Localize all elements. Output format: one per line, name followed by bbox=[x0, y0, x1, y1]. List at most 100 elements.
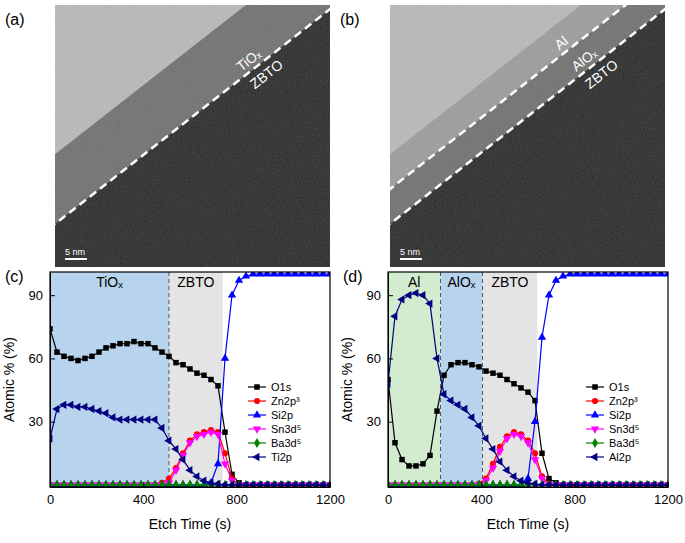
legend-label: Ti2p bbox=[271, 451, 292, 463]
series-marker bbox=[283, 481, 290, 487]
layer-region bbox=[483, 272, 538, 487]
legend-label: Sn3d⁵ bbox=[609, 423, 639, 435]
x-tick: 800 bbox=[564, 482, 586, 507]
layer-lines bbox=[390, 5, 665, 267]
legend-label: Al2p bbox=[609, 451, 631, 463]
series-marker bbox=[138, 480, 144, 487]
y-tick: 30 bbox=[367, 414, 393, 429]
layer-stack bbox=[55, 5, 330, 267]
layer-region bbox=[388, 272, 441, 487]
series-marker bbox=[523, 479, 530, 487]
layer-label: ZBTO bbox=[582, 56, 621, 92]
series-line bbox=[388, 293, 668, 485]
interface-line bbox=[55, 5, 330, 267]
series-marker bbox=[448, 480, 454, 487]
series-marker bbox=[392, 440, 397, 445]
series-marker bbox=[518, 385, 523, 390]
series-marker bbox=[180, 480, 186, 487]
panel-label: (d) bbox=[343, 268, 363, 285]
series-marker bbox=[61, 354, 66, 359]
series-line bbox=[50, 274, 330, 485]
series-marker bbox=[297, 481, 304, 487]
series bbox=[50, 430, 330, 487]
legend-marker bbox=[253, 427, 261, 434]
y-tick: 60 bbox=[29, 351, 55, 366]
y-tick-label: 90 bbox=[367, 288, 381, 303]
series-marker bbox=[108, 413, 115, 421]
legend-item: O1s bbox=[586, 381, 630, 393]
legend-label: Si2p bbox=[271, 409, 293, 421]
series-marker bbox=[413, 463, 418, 468]
series-marker bbox=[124, 341, 129, 346]
legend-item: Si2p bbox=[586, 409, 631, 421]
series-marker bbox=[579, 481, 586, 487]
series-marker bbox=[82, 356, 87, 361]
image-grain bbox=[390, 5, 665, 267]
series-marker bbox=[124, 480, 130, 487]
series-marker bbox=[476, 480, 482, 487]
chart-panel: 04008001200306090Etch Time (s)Atomic % (… bbox=[339, 268, 683, 532]
series-marker bbox=[263, 272, 271, 277]
series bbox=[388, 272, 668, 487]
scale-bar-label: 5 nm bbox=[65, 247, 85, 257]
layer-band bbox=[390, 5, 665, 267]
image-background bbox=[390, 5, 665, 267]
series-marker bbox=[490, 480, 496, 487]
x-axis-line bbox=[51, 487, 331, 488]
series bbox=[388, 432, 668, 487]
series-marker bbox=[572, 481, 579, 487]
series-marker bbox=[131, 480, 137, 487]
series-marker bbox=[145, 341, 150, 346]
series-marker bbox=[635, 481, 642, 487]
plot-area bbox=[50, 272, 330, 487]
series-marker bbox=[193, 434, 201, 441]
series bbox=[388, 360, 668, 487]
series-marker bbox=[495, 458, 502, 466]
region-label: ZBTO bbox=[491, 274, 528, 290]
x-tick: 800 bbox=[226, 482, 248, 507]
legend-marker bbox=[254, 384, 259, 389]
region-label: TiOₓ bbox=[96, 274, 123, 290]
legend-marker bbox=[590, 453, 597, 461]
series-marker bbox=[117, 341, 122, 346]
x-tick-mark bbox=[237, 482, 238, 487]
series-marker bbox=[539, 451, 544, 456]
series-line bbox=[50, 329, 330, 485]
x-tick-label: 400 bbox=[471, 492, 493, 507]
series-marker bbox=[446, 396, 453, 404]
legend-label: Ba3d⁵ bbox=[609, 437, 639, 449]
series-marker bbox=[545, 290, 553, 297]
series-marker bbox=[200, 432, 208, 439]
series-marker bbox=[192, 472, 199, 480]
series-marker bbox=[157, 424, 164, 432]
layer-band bbox=[390, 5, 665, 267]
series-marker bbox=[171, 445, 178, 453]
series-marker bbox=[214, 459, 222, 466]
x-tick-label: 800 bbox=[226, 492, 248, 507]
x-tick: 1200 bbox=[654, 482, 683, 507]
y-tick-mark bbox=[50, 422, 55, 423]
series-marker bbox=[516, 477, 523, 485]
series-marker bbox=[215, 383, 220, 388]
legend: O1sZn2p³Si2pSn3d⁵Ba3d⁵Al2p bbox=[586, 381, 639, 463]
series-marker bbox=[427, 480, 433, 487]
image-background bbox=[55, 5, 330, 267]
legend-marker bbox=[254, 398, 260, 404]
series-marker bbox=[600, 481, 607, 487]
series-marker bbox=[580, 272, 588, 277]
series-marker bbox=[276, 481, 283, 487]
series-marker bbox=[586, 481, 593, 487]
series-marker bbox=[318, 481, 325, 487]
series-marker bbox=[319, 272, 327, 277]
series-marker bbox=[615, 272, 623, 277]
series-marker bbox=[509, 472, 516, 480]
x-axis-title: Etch Time (s) bbox=[149, 516, 231, 532]
legend-item: Ti2p bbox=[248, 451, 292, 463]
y-tick-label: 60 bbox=[29, 351, 43, 366]
layer-lines-rot bbox=[390, 5, 665, 267]
series-marker bbox=[390, 312, 397, 320]
series-marker bbox=[510, 432, 518, 439]
series-marker bbox=[89, 480, 95, 487]
series-marker bbox=[628, 481, 635, 487]
series-marker bbox=[490, 370, 495, 375]
